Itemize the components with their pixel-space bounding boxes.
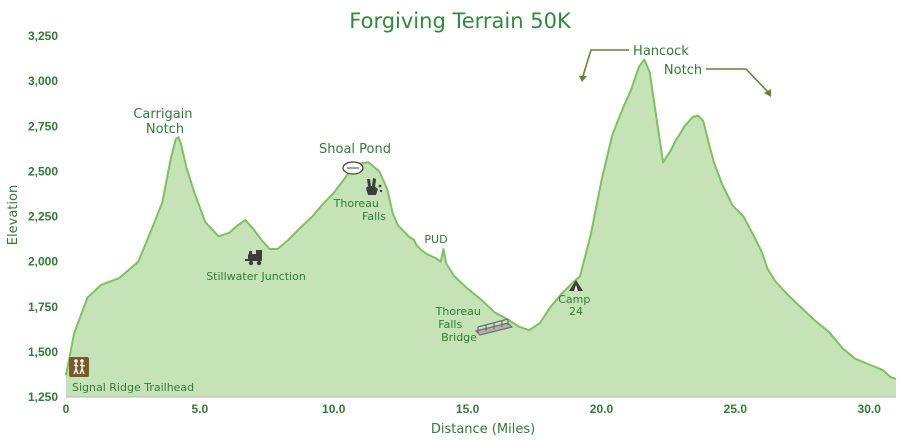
x-tick-label: 5.0 [192,402,209,416]
x-tick-label: 25.0 [724,402,748,416]
label-hancock-notch: Hancock Notch [633,44,702,78]
x-axis-title: Distance (Miles) [431,422,535,437]
label-hancock-line1: Hancock [633,44,689,59]
y-tick-label: 1,500 [28,345,58,359]
y-tick-label: 2,250 [28,210,58,224]
x-tick-labels: 0 5.0 10.0 15.0 20.0 25.0 30.0 [63,402,882,416]
y-tick-label: 2,750 [28,119,58,133]
y-axis-title: Elevation [6,185,21,245]
pond-sign-icon [342,161,364,175]
label-camp-line1: Camp [558,293,590,306]
hiker-icon [69,357,89,377]
label-thoreau-falls-bridge: Thoreau Falls Bridge [435,305,485,344]
label-thoreau-falls-line1: Thoreau [333,197,379,210]
y-tick-labels: 1,250 1,500 1,750 2,000 2,250 2,500 2,750 3,000… [28,29,58,404]
train-icon [245,250,262,266]
x-tick-label: 30.0 [858,402,882,416]
label-carrigain-line2: Notch [146,122,184,137]
elevation-fill [66,59,896,397]
y-tick-label: 3,000 [28,74,58,88]
label-stillwater-junction: Stillwater Junction [206,270,306,283]
x-tick-label: 15.0 [456,402,480,416]
label-hancock-line2: Notch [664,63,702,78]
waterfall-icon [366,178,383,195]
tent-icon [569,280,583,291]
hancock-arrow-left [579,49,629,82]
y-tick-label: 3,250 [28,29,58,43]
label-bridge-line3: Bridge [441,331,477,344]
hancock-arrow-right [706,68,771,97]
label-thoreau-falls: Thoreau Falls [333,197,387,223]
label-carrigain-line1: Carrigain [133,107,192,122]
label-camp-line2: 24 [569,305,583,318]
label-signal-ridge-trailhead: Signal Ridge Trailhead [72,381,194,394]
label-bridge-line1: Thoreau [435,305,481,318]
label-pud: PUD [424,233,447,246]
elevation-line [65,58,897,380]
x-tick-label: 10.0 [322,402,346,416]
y-tick-label: 1,250 [28,390,58,404]
x-tick-label: 20.0 [590,402,614,416]
label-carrigain-notch: Carrigain Notch [133,107,196,137]
y-tick-label: 2,500 [28,164,58,178]
label-bridge-line2: Falls [438,318,462,331]
label-camp-24: Camp 24 [558,293,594,318]
label-shoal-pond: Shoal Pond [319,142,391,157]
elevation-area [65,58,897,397]
bridge-icon [474,318,514,336]
chart-title: Forgiving Terrain 50K [349,9,572,33]
x-tick-label: 0 [63,402,70,416]
y-tick-label: 2,000 [28,255,58,269]
label-thoreau-falls-line2: Falls [362,210,386,223]
y-tick-label: 1,750 [28,300,58,314]
